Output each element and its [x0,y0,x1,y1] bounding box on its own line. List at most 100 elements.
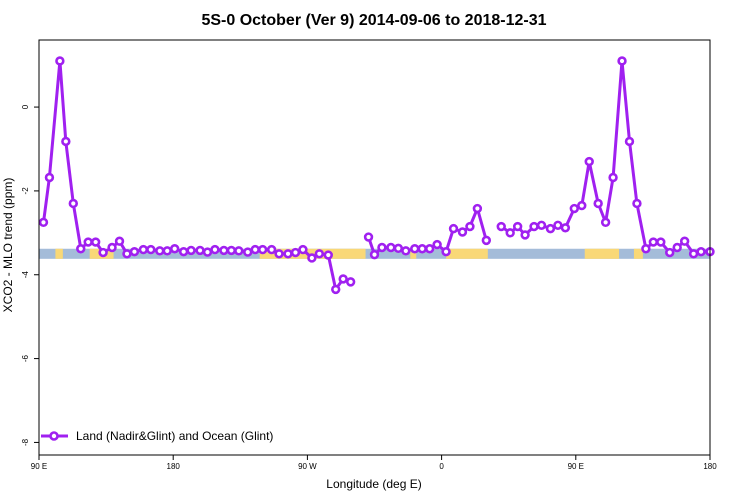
land-segment [584,248,620,259]
x-tick-label: 90 W [298,462,317,471]
data-point [345,277,356,287]
data-point [129,246,140,257]
data-point [560,223,571,233]
data-point [107,242,117,253]
data-point [323,250,333,260]
chart-title: 5S-0 October (Ver 9) 2014-09-06 to 2018-… [201,12,546,29]
data-point [83,237,93,247]
data-point [496,221,506,232]
data-point [314,249,325,259]
data-point [298,244,308,255]
data-point [146,244,156,255]
data-point [169,244,180,254]
data-point [98,247,108,258]
legend-label: Land (Nadir&Glint) and Ocean (Glint) [76,429,273,443]
y-tick-label: 0 [21,104,30,109]
data-point [219,245,229,256]
data-point [481,235,492,246]
data-point [178,246,189,257]
data-point [448,223,459,234]
data-point [584,156,594,167]
y-tick-label: -8 [21,438,30,446]
x-tick-label: 90 E [31,462,47,471]
data-point [457,227,468,237]
data-point [696,246,706,257]
data-point [545,223,556,234]
data-point [679,236,690,246]
data-point [632,198,642,209]
data-point [536,220,547,230]
data-point [386,242,396,253]
y-tick-label: -2 [21,187,30,195]
data-point [417,244,427,254]
data-point [624,136,635,147]
data-point [441,246,451,257]
data-point [76,244,86,254]
data-point [465,221,475,232]
data-point [122,249,132,259]
data-point [577,200,587,211]
land-segment [446,248,488,259]
data-point [186,245,196,256]
x-tick-label: 180 [703,462,717,471]
data-point [44,172,55,183]
data-point [274,249,284,259]
data-point [155,246,165,256]
y-axis-label: XCO2 - MLO trend (ppm) [1,178,15,313]
data-point [600,217,611,228]
series-layer [38,56,715,295]
data-point [234,246,244,256]
land-segment [55,248,63,259]
data-point [617,56,627,66]
data-point [377,242,387,253]
data-point [266,244,277,255]
data-point [593,198,603,209]
x-axis: 90 E 180 90 W 0 90 E 180 [31,455,717,471]
data-point [369,249,380,260]
data-point [393,243,404,254]
x-axis-label: Longitude (deg E) [326,477,421,491]
data-point [665,247,675,258]
data-point [257,244,268,255]
data-point [290,247,301,258]
y-tick-label: -4 [21,271,30,279]
data-point [648,237,659,247]
data-point [307,253,317,263]
data-point [38,217,49,228]
data-point [432,239,442,250]
data-point [55,56,65,66]
data-point [283,249,293,259]
data-point [68,198,78,209]
data-point [138,244,149,255]
legend: Land (Nadir&Glint) and Ocean (Glint) [41,429,273,443]
data-point [401,246,411,256]
land-segment [410,248,417,259]
data-point [424,244,435,254]
data-point [569,203,580,214]
data-point [529,221,539,232]
data-point [210,244,220,255]
data-point [61,136,71,147]
data-point [553,220,563,230]
data-point [90,237,101,247]
data-point [243,247,253,257]
data-point [688,249,699,259]
data-point [641,244,651,254]
data-point [672,242,682,253]
data-point [338,274,348,284]
data-point [331,284,341,295]
data-point [512,221,523,232]
x-tick-label: 90 E [568,462,584,471]
data-point [226,245,237,256]
legend-point-marker [49,431,59,441]
y-axis: 0 -2 -4 -6 -8 [21,104,39,446]
x-tick-label: 180 [167,462,181,471]
x-tick-label: 0 [439,462,444,471]
data-point [505,228,515,238]
data-point [363,232,374,242]
land-segment [633,248,643,259]
plot-frame [38,39,711,456]
data-point [114,236,125,246]
y-tick-label: -6 [21,354,30,362]
